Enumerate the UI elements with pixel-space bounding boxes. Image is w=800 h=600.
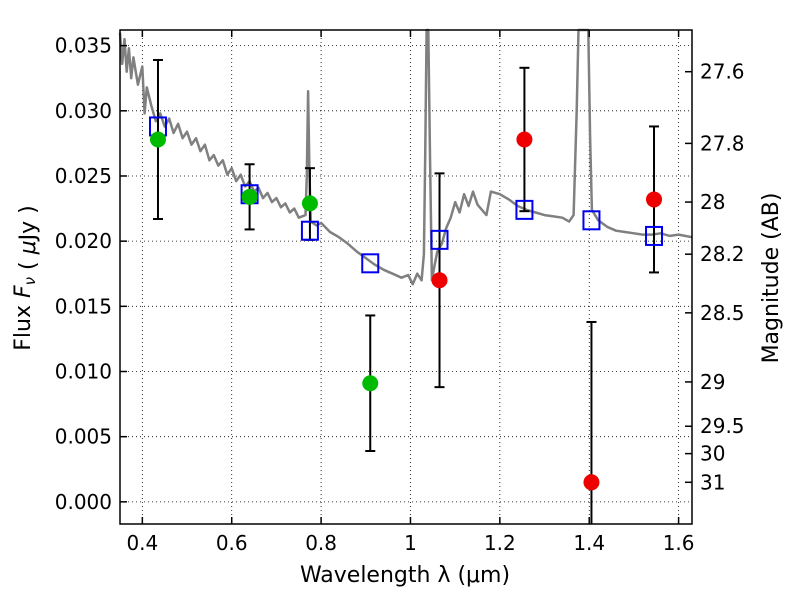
right-axis-label: Magnitude (AB) [759,193,784,364]
template-spectrum [118,28,693,286]
y-tick-label: 0.010 [55,359,112,383]
observed-flux-point [362,375,379,392]
y-tick-label: 0.030 [55,99,112,123]
observed-flux-point [516,131,533,148]
y-tick-label: 0.005 [55,425,112,449]
y-tick-label: 0.015 [55,294,112,318]
y-tick-label: 0.035 [55,34,112,58]
data-markers [148,116,664,491]
right-tick-label: 30 [700,442,725,466]
observed-flux-point [241,188,258,205]
right-tick-label: 27.6 [700,60,745,84]
right-tick-label: 31 [700,470,725,494]
y-tick-label: 0.020 [55,229,112,253]
right-tick-label: 28.2 [700,242,745,266]
model-flux-square [430,229,449,250]
x-tick-label: 1.4 [573,531,605,555]
right-tick-label: 27.8 [700,131,745,155]
right-tick-label: 29 [700,370,725,394]
right-tick-label: 28 [700,190,725,214]
grid-lines [120,30,692,524]
observed-flux-point [149,131,166,148]
x-tick-label: 0.4 [126,531,158,555]
observed-flux-point [646,191,663,208]
spectrum-line [118,28,693,286]
x-tick-label: 1.6 [663,531,695,555]
x-tick-label: 0.6 [216,531,248,555]
model-flux-square [361,253,380,274]
plot-frame [119,29,693,525]
observed-flux-point [431,272,448,289]
x-tick-label: 1.2 [484,531,516,555]
error-bars [152,58,660,524]
model-flux-square [582,210,601,231]
x-tick-label: 1 [404,531,417,555]
axes: 0.4 0.6 0.8 1 1.2 1.4 1.6 0.000 0.005 0.010 0.015 0… [55,29,745,555]
right-tick-label: 28.5 [700,301,745,325]
y-tick-label: 0.000 [55,490,112,514]
x-axis-label: Wavelength λ (μm) [300,563,510,588]
model-flux-square [300,220,319,241]
y-axis-label: Flux Fν ( μJy ) [11,205,41,350]
x-tick-label: 0.8 [305,531,337,555]
model-flux-square [645,225,664,246]
observed-flux-point [583,474,600,491]
right-tick-label: 29.5 [700,414,745,438]
model-flux-square [515,199,534,220]
y-tick-label: 0.025 [55,164,112,188]
observed-flux-point [301,195,318,212]
